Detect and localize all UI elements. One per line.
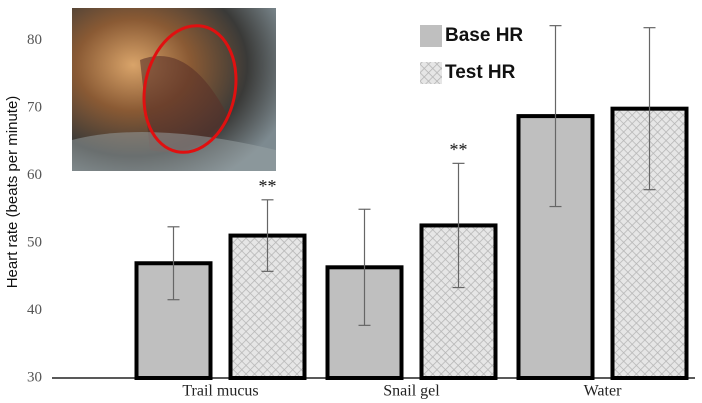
y-axis-label: Heart rate (beats per minute) (4, 96, 21, 289)
y-tick-label: 30 (27, 369, 42, 385)
significance-label: ** (259, 176, 277, 196)
y-tick-label: 70 (27, 99, 42, 115)
x-tick-label: Snail gel (383, 383, 440, 400)
legend-swatch (420, 62, 442, 84)
legend-label: Base HR (445, 25, 523, 46)
y-tick-label: 80 (27, 32, 42, 48)
legend-swatch (420, 25, 442, 47)
y-tick-label: 40 (27, 302, 42, 318)
x-tick-label: Trail mucus (182, 383, 258, 400)
bar (516, 114, 595, 380)
significance-label: ** (450, 139, 468, 159)
y-tick-label: 60 (27, 167, 42, 183)
inset-photo (72, 8, 276, 171)
legend-label: Test HR (445, 62, 516, 83)
y-tick-label: 50 (27, 234, 42, 250)
x-tick-label: Water (584, 383, 622, 400)
